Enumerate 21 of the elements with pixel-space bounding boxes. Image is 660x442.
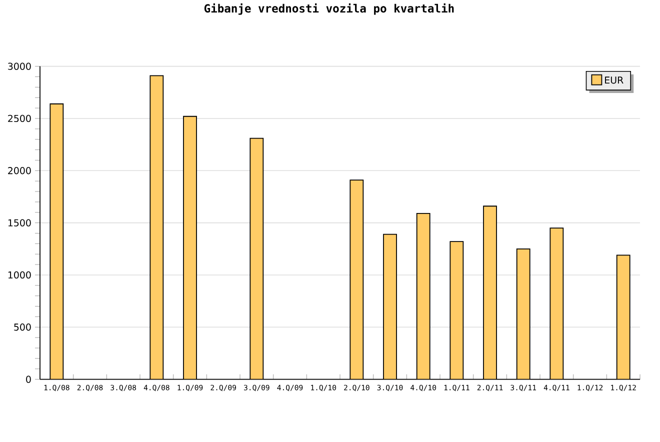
y-tick-label: 0 (26, 376, 31, 383)
y-tick-label: 1500 (8, 219, 31, 226)
bar (550, 228, 564, 380)
bar (184, 116, 197, 380)
y-tick-label: 2500 (8, 114, 31, 122)
bar (484, 206, 497, 380)
bar (616, 254, 630, 380)
bar (384, 234, 397, 380)
y-tick-label: 500 (14, 323, 31, 331)
bar (350, 180, 364, 380)
chart-title: Gibanje vrednosti vozila po kvartalih (204, 3, 454, 15)
bar (50, 104, 64, 380)
bar (416, 213, 430, 380)
bar (450, 241, 464, 380)
legend-label: EUR (605, 76, 624, 84)
y-tick-label: 2000 (8, 166, 31, 174)
bar (150, 76, 164, 380)
bar (250, 138, 264, 380)
bar (516, 248, 530, 380)
y-tick-label: 3000 (8, 62, 31, 70)
y-tick-label: 1000 (8, 271, 31, 278)
